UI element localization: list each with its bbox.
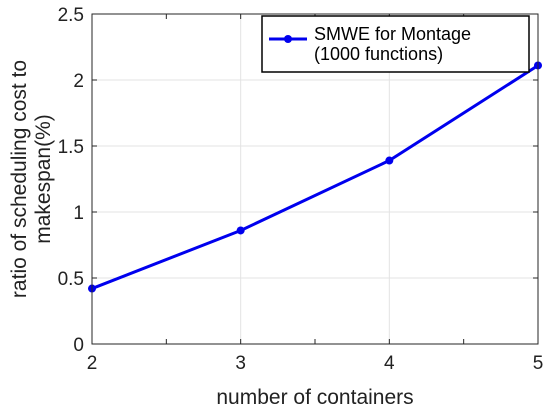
y-axis-ticks: 0 0.5 1 1.5 2 2.5	[58, 5, 538, 356]
legend: SMWE for Montage(1000 functions)	[261, 15, 530, 73]
legend-label: SMWE for Montage	[314, 24, 471, 44]
y-axis-label-line: makespan(%)	[32, 114, 55, 244]
y-tick-label: 2	[73, 71, 84, 92]
x-tick-label: 5	[533, 353, 544, 374]
y-tick-label: 1.5	[58, 137, 84, 158]
data-point	[385, 156, 394, 165]
y-axis-label-text: ratio of scheduling cost tomakespan(%)	[8, 60, 55, 298]
y-tick-label: 0	[73, 335, 84, 356]
y-axis-label-line: ratio of scheduling cost to	[8, 60, 31, 298]
data-point	[236, 226, 245, 235]
x-tick-label: 4	[384, 353, 395, 374]
y-axis-label: ratio of scheduling cost tomakespan(%)	[8, 60, 55, 298]
series-line	[91, 64, 539, 290]
y-tick-label: 1	[73, 203, 84, 224]
x-tick-label: 3	[235, 353, 246, 374]
legend-marker	[284, 35, 292, 43]
legend-box	[261, 15, 530, 73]
y-tick-label: 2.5	[58, 5, 84, 26]
x-axis-label: number of containers	[216, 386, 413, 409]
legend-label: (1000 functions)	[314, 44, 443, 64]
y-tick-label: 0.5	[58, 269, 84, 290]
plot-area-frame	[91, 13, 539, 345]
x-tick-label: 2	[87, 353, 98, 374]
